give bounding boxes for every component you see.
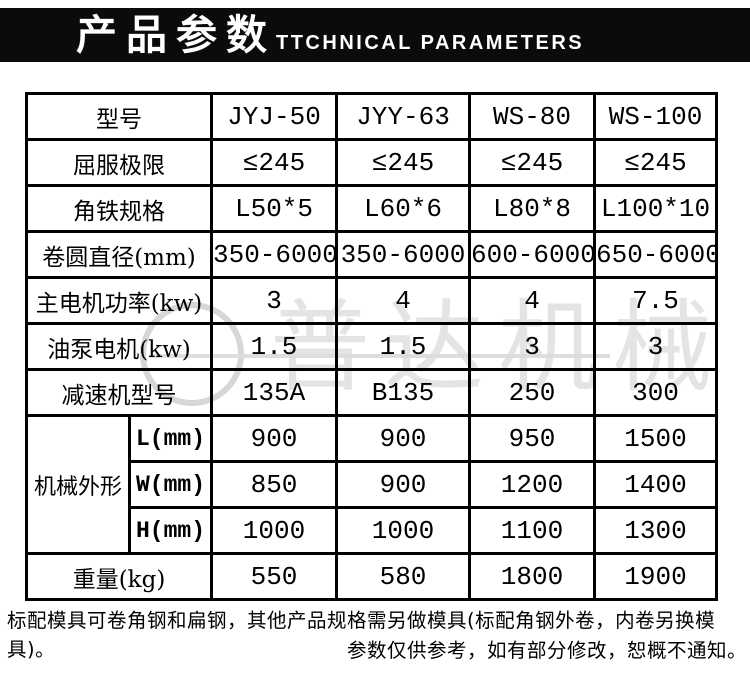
row-sub-label: H(mm) xyxy=(128,506,213,555)
cell: JYJ-50 xyxy=(210,92,338,141)
table-row-dimension-H: H(mm) 1000 1000 1100 1300 xyxy=(27,506,718,555)
cell: 1000 xyxy=(335,506,471,555)
cell: L50*5 xyxy=(210,184,338,233)
cell: ≤245 xyxy=(593,138,718,187)
row-group-label: 机械外形 xyxy=(25,414,131,555)
cell: 1300 xyxy=(593,506,718,555)
row-label: 油泵电机(kw) xyxy=(25,322,213,371)
cell: 900 xyxy=(335,460,471,509)
table-row-main-motor-power: 主电机功率(kw) 3 4 4 7.5 xyxy=(25,276,718,325)
cell: 4 xyxy=(335,276,471,325)
row-label: 型号 xyxy=(25,92,213,141)
cell: 850 xyxy=(210,460,338,509)
table-row-model: 型号 JYJ-50 JYY-63 WS-80 WS-100 xyxy=(25,92,718,141)
row-label: 卷圆直径(mm) xyxy=(25,230,213,279)
cell: 250 xyxy=(468,368,596,417)
cell: 135A xyxy=(210,368,338,417)
cell: WS-80 xyxy=(468,92,596,141)
cell: WS-100 xyxy=(593,92,718,141)
cell: 3 xyxy=(468,322,596,371)
table-row-dimension-W: W(mm) 850 900 1200 1400 xyxy=(27,460,718,509)
cell: 1000 xyxy=(210,506,338,555)
cell: ≤245 xyxy=(468,138,596,187)
page-subtitle: TTCHNICAL PARAMETERS xyxy=(276,31,585,54)
cell: 1100 xyxy=(468,506,596,555)
header-bar: 产品参数 TTCHNICAL PARAMETERS xyxy=(0,8,750,62)
footnote-molds: 标配模具可卷角钢和扁钢，其他产品规格需另做模具(标配角钢外卷，内卷另换模具)。 xyxy=(7,609,716,661)
table-row-reducer-model: 减速机型号 135A B135 250 300 xyxy=(25,368,718,417)
spec-table: 型号 JYJ-50 JYY-63 WS-80 WS-100 屈服极限 ≤245 … xyxy=(25,92,718,601)
cell: 300 xyxy=(593,368,718,417)
cell: 3 xyxy=(593,322,718,371)
cell: ≤245 xyxy=(210,138,338,187)
cell: 3 xyxy=(210,276,338,325)
row-label: 角铁规格 xyxy=(25,184,213,233)
cell: ≤245 xyxy=(335,138,471,187)
cell: 1.5 xyxy=(210,322,338,371)
cell: 350-6000 xyxy=(210,230,338,279)
cell: B135 xyxy=(335,368,471,417)
table-row-weight: 重量(kg) 550 580 1800 1900 xyxy=(25,552,718,601)
cell: 350-6000 xyxy=(335,230,471,279)
cell: 1400 xyxy=(593,460,718,509)
cell: 650-6000 xyxy=(593,230,718,279)
row-label: 重量(kg) xyxy=(25,552,213,601)
cell: JYY-63 xyxy=(335,92,471,141)
cell: L60*6 xyxy=(335,184,471,233)
cell: 1200 xyxy=(468,460,596,509)
row-label: 主电机功率(kw) xyxy=(25,276,213,325)
row-sub-label: L(mm) xyxy=(128,414,213,463)
table-row-yield-limit: 屈服极限 ≤245 ≤245 ≤245 ≤245 xyxy=(25,138,718,187)
cell: 1900 xyxy=(593,552,718,601)
cell: L100*10 xyxy=(593,184,718,233)
row-label: 屈服极限 xyxy=(25,138,213,187)
table-row-oil-pump-motor: 油泵电机(kw) 1.5 1.5 3 3 xyxy=(25,322,718,371)
cell: 7.5 xyxy=(593,276,718,325)
row-label: 减速机型号 xyxy=(25,368,213,417)
cell: 580 xyxy=(335,552,471,601)
cell: 950 xyxy=(468,414,596,463)
cell: 550 xyxy=(210,552,338,601)
cell: 1.5 xyxy=(335,322,471,371)
cell: 4 xyxy=(468,276,596,325)
cell: L80*8 xyxy=(468,184,596,233)
page-title: 产品参数 xyxy=(76,10,276,59)
table-row-dimension-L: 机械外形 L(mm) 900 900 950 1500 xyxy=(25,414,718,555)
row-sub-label: W(mm) xyxy=(128,460,213,509)
cell: 1800 xyxy=(468,552,596,601)
cell: 1500 xyxy=(593,414,718,463)
cell: 900 xyxy=(210,414,338,463)
table-row-rolling-diameter: 卷圆直径(mm) 350-6000 350-6000 600-6000 650-… xyxy=(25,230,718,279)
cell: 900 xyxy=(335,414,471,463)
cell: 600-6000 xyxy=(468,230,596,279)
footnote-disclaimer: 参数仅供参考，如有部分修改，恕概不通知。 xyxy=(346,639,747,662)
table-row-angle-iron-spec: 角铁规格 L50*5 L60*6 L80*8 L100*10 xyxy=(25,184,718,233)
